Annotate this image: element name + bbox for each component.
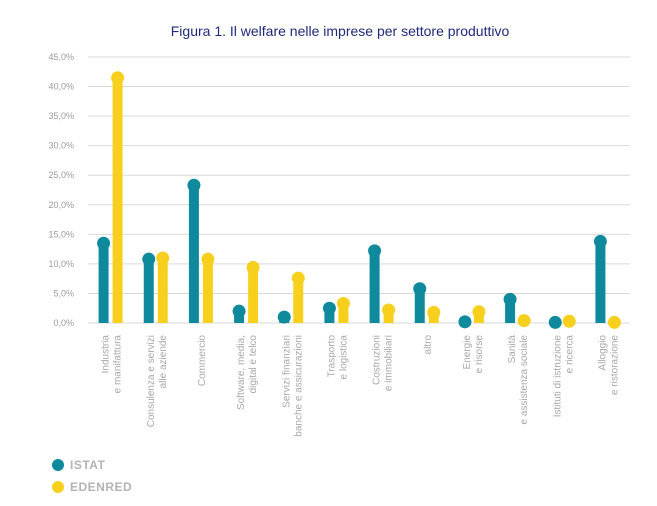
bar-edenred: [111, 71, 125, 323]
bar-istat: [97, 236, 111, 323]
svg-text:e manifattura: e manifattura: [113, 335, 124, 394]
legend-swatch: [52, 481, 64, 493]
bar-edenred: [517, 314, 531, 328]
svg-text:Trasporto: Trasporto: [326, 335, 337, 378]
legend-item-edenred: EDENRED: [52, 480, 132, 494]
y-tick-label: 45,0%: [48, 52, 74, 62]
svg-text:Istituti di istruzione: Istituti di istruzione: [552, 335, 563, 418]
bar-istat: [503, 292, 517, 323]
y-tick-label: 35,0%: [48, 111, 74, 121]
x-tick-label: Commercio: [197, 335, 208, 387]
y-axis-ticks: 0,0% 5,0% 10,0% 15,0% 20,0% 25,0% 30,0% 35,0% 40…: [48, 52, 74, 328]
x-tick-label: Alloggio e ristorazione: [597, 335, 620, 395]
svg-text:banche e assicurazioni: banche e assicurazioni: [293, 335, 304, 437]
x-tick-label: Industria e manifattura: [101, 335, 124, 394]
bar-edenred: [607, 315, 621, 329]
x-tick-label: Sanità e assistenza sociale: [507, 335, 530, 425]
y-tick-label: 0,0%: [53, 318, 74, 328]
legend-label: EDENRED: [70, 480, 132, 494]
bar-edenred: [562, 314, 576, 328]
y-tick-label: 30,0%: [48, 141, 74, 151]
bar-edenred: [336, 296, 350, 323]
bar-edenred: [427, 305, 441, 323]
x-tick-label: Servizi finanziari banche e assicurazioni: [281, 335, 304, 437]
bar-istat: [548, 315, 562, 329]
svg-text:e immobiliari: e immobiliari: [384, 335, 395, 391]
svg-text:e logistica: e logistica: [338, 335, 349, 380]
x-tick-label: Istituti di istruzione e ricerca: [552, 335, 575, 418]
bar-istat: [142, 252, 156, 323]
svg-text:Costruzioni: Costruzioni: [372, 335, 383, 385]
x-tick-label: altro: [423, 335, 434, 355]
svg-text:e assistenza sociale: e assistenza sociale: [519, 335, 530, 425]
legend-label: ISTAT: [70, 458, 106, 472]
svg-text:Sanità: Sanità: [507, 335, 518, 364]
x-tick-label: Software, media, digital e telco: [236, 335, 259, 410]
svg-text:Consulenza e servizi: Consulenza e servizi: [146, 335, 157, 427]
x-tick-label: Energie e risorse: [462, 335, 485, 374]
y-tick-label: 15,0%: [48, 229, 74, 239]
bar-istat: [458, 315, 472, 329]
gridlines: [88, 56, 630, 324]
svg-text:Servizi finanziari: Servizi finanziari: [281, 335, 292, 408]
legend-item-istat: ISTAT: [52, 458, 106, 472]
svg-text:Commercio: Commercio: [197, 335, 208, 387]
svg-text:digital e telco: digital e telco: [248, 335, 259, 394]
svg-text:Industria: Industria: [101, 335, 112, 374]
bar-edenred: [156, 251, 170, 323]
svg-text:alle aziende: alle aziende: [158, 335, 169, 389]
bar-istat: [593, 234, 607, 323]
y-tick-label: 10,0%: [48, 259, 74, 269]
bar-istat: [277, 310, 291, 324]
bars: [97, 71, 621, 329]
bar-edenred: [291, 271, 305, 323]
bar-edenred: [472, 305, 486, 323]
svg-text:Software, media,: Software, media,: [236, 335, 247, 410]
svg-text:e ricerca: e ricerca: [564, 335, 575, 374]
legend: ISTAT EDENRED: [52, 458, 132, 494]
y-tick-label: 25,0%: [48, 170, 74, 180]
bar-edenred: [246, 260, 260, 323]
y-tick-label: 40,0%: [48, 82, 74, 92]
bar-edenred: [382, 303, 396, 323]
x-tick-label: Trasporto e logistica: [326, 335, 349, 380]
svg-text:altro: altro: [423, 335, 434, 355]
bar-istat: [368, 244, 382, 323]
y-tick-label: 20,0%: [48, 200, 74, 210]
svg-text:Alloggio: Alloggio: [597, 335, 608, 371]
bar-istat: [187, 178, 201, 323]
y-tick-label: 5,0%: [53, 288, 74, 298]
bar-istat: [232, 304, 246, 323]
bar-istat: [322, 301, 336, 323]
legend-swatch: [52, 459, 64, 471]
x-tick-label: Costruzioni e immobiliari: [372, 335, 395, 391]
bar-istat: [413, 282, 427, 323]
bar-edenred: [201, 252, 215, 323]
svg-text:Energie: Energie: [462, 335, 473, 370]
svg-text:e risorse: e risorse: [474, 335, 485, 374]
x-tick-label: Consulenza e servizi alle aziende: [146, 335, 169, 428]
x-axis-labels: Industria e manifattura Consulenza e servi…: [101, 335, 621, 437]
svg-text:e ristorazione: e ristorazione: [609, 335, 620, 395]
chart-title: Figura 1. Il welfare nelle imprese per s…: [171, 23, 510, 39]
